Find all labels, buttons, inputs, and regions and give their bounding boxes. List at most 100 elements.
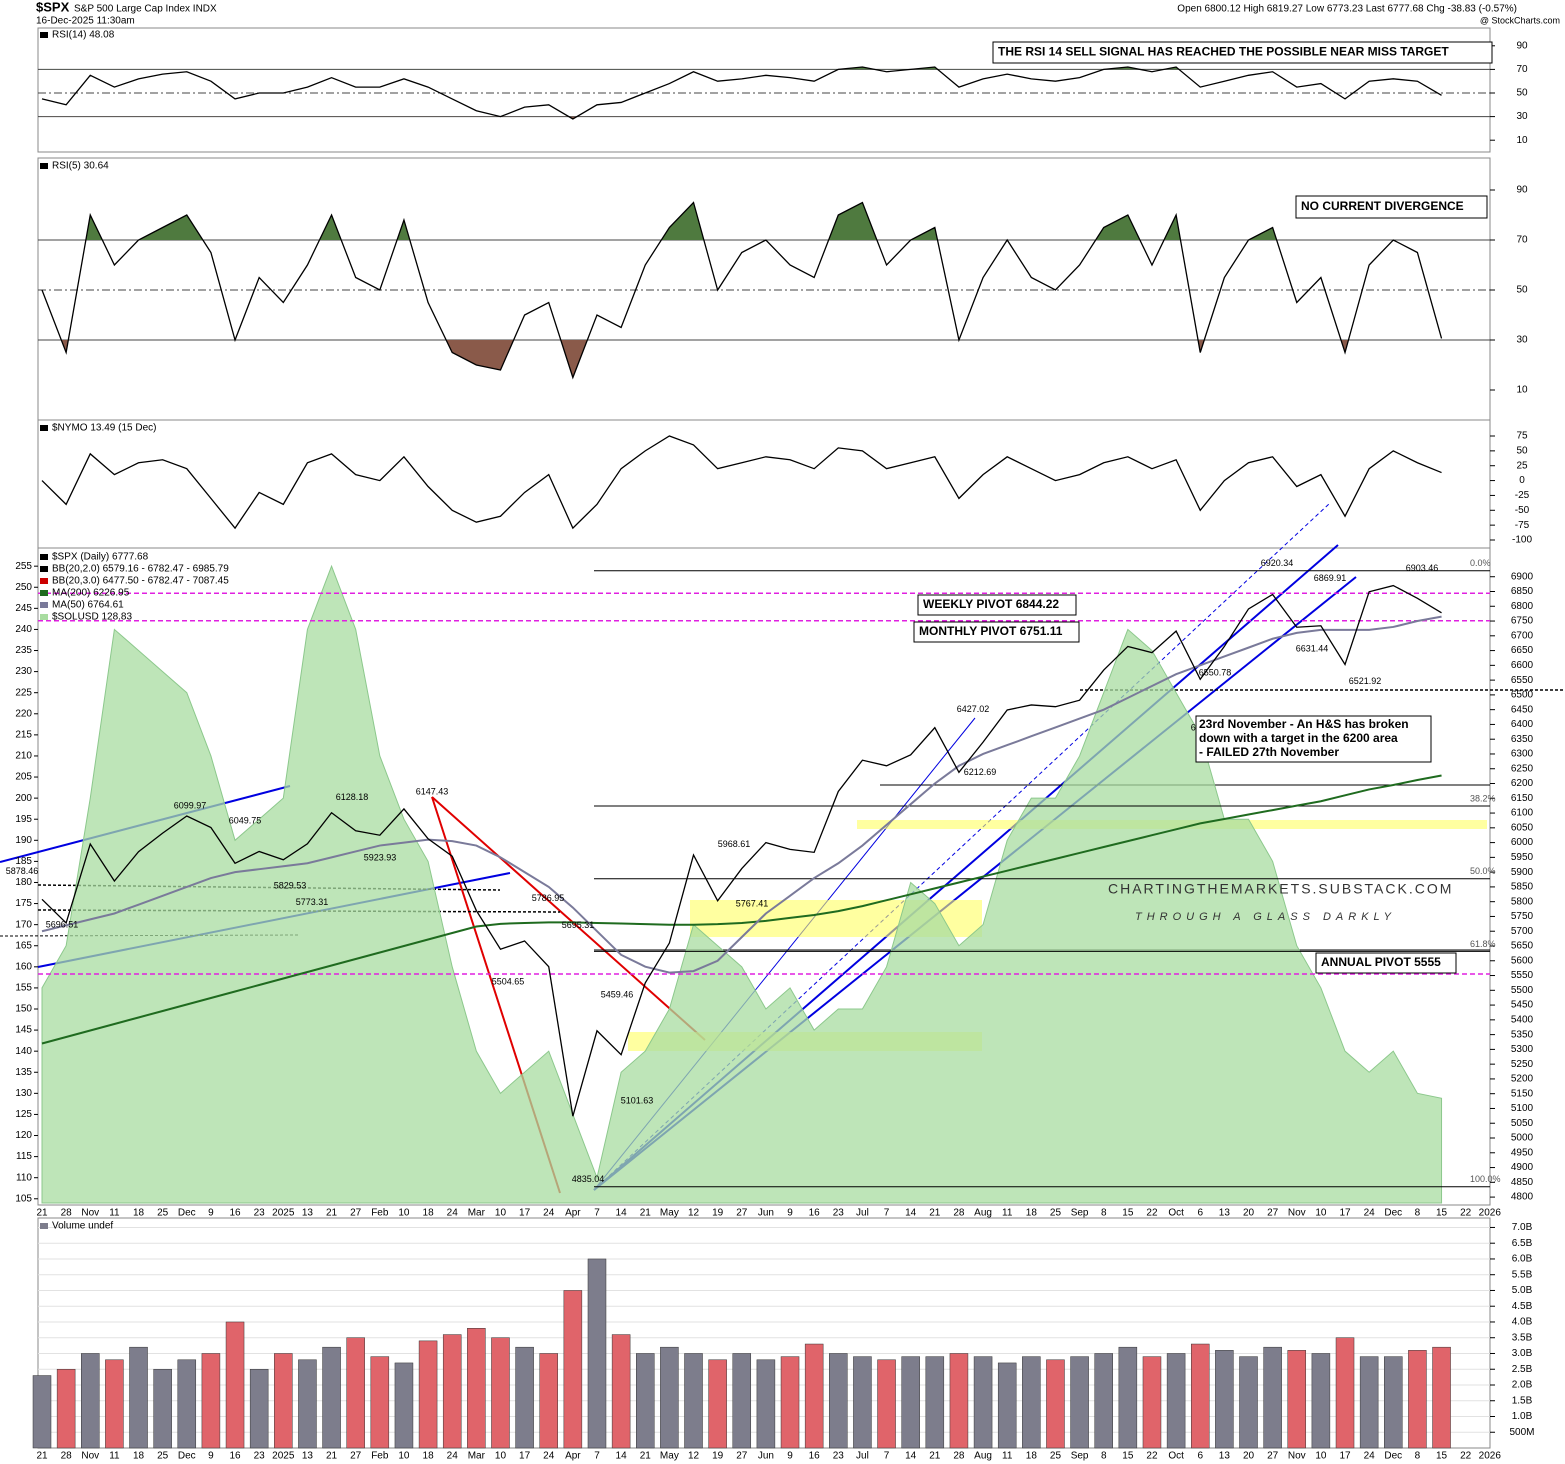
trend-drawing [431,796,706,1041]
x-tick-label: 9 [787,1208,793,1219]
x-tick-label: 21 [36,1451,48,1462]
y-tick-label: 6600 [1511,660,1534,671]
y-tick-label: 30 [1516,111,1528,122]
y-tick-label: 1.0B [1512,1411,1533,1422]
volume-bar [804,1343,824,1449]
y-tick-label: 6400 [1511,719,1534,730]
x-tick-label: Dec [178,1451,196,1462]
y2-tick-label: 170 [15,919,32,930]
volume-bar [177,1359,197,1449]
volume-bar [1287,1350,1307,1449]
x-tick-label: Feb [371,1208,389,1219]
x-tick-label: 12 [688,1451,700,1462]
price-label: 5786.95 [532,893,565,903]
price-label: 5773.31 [296,897,329,907]
x-tick-label: Aug [974,1208,992,1219]
x-tick-label: 11 [1002,1451,1013,1462]
y-tick-label: 50 [1516,285,1528,296]
x-tick-label: Nov [81,1208,99,1219]
x-tick-label: 27 [1267,1451,1279,1462]
x-tick-label: Dec [1384,1451,1402,1462]
note-box [1195,715,1432,763]
x-tick-label: Dec [1384,1208,1402,1219]
y2-tick-label: 205 [15,772,32,783]
x-tick-label: 15 [1122,1451,1134,1462]
x-tick-label: 10 [398,1451,410,1462]
y-tick-label: 6800 [1511,601,1534,612]
volume-bar [1263,1346,1282,1449]
y-tick-label: -75 [1515,520,1530,531]
x-tick-label: 13 [1219,1208,1231,1219]
fib-label: 100.0% [1470,1174,1501,1184]
x-tick-label: 22 [1460,1208,1472,1219]
x-tick-label: 27 [1267,1208,1279,1219]
y2-tick-label: 130 [15,1088,32,1099]
volume-bar [1335,1337,1355,1449]
volume-bar [346,1337,365,1449]
volume-bar [1384,1356,1403,1449]
y-tick-label: -100 [1512,535,1532,546]
y2-tick-label: 140 [15,1046,32,1057]
legend-label: $SPX (Daily) 6777.68 [52,552,149,563]
x-tick-label: 19 [712,1208,724,1219]
x-tick-label: 15 [1436,1451,1448,1462]
x-tick-label: 24 [447,1208,459,1219]
price-label: 6869.91 [1314,573,1347,583]
y2-tick-label: 160 [15,961,32,972]
x-tick-label: Nov [81,1451,99,1462]
fib-label: 38.2% [1470,793,1496,803]
volume-bar [442,1334,462,1449]
y-tick-label: 6050 [1511,822,1534,833]
price-label: 6521.92 [1349,676,1382,686]
y-tick-label: 5950 [1511,852,1534,863]
x-tick-label: 17 [1339,1451,1351,1462]
pivot-label: ANNUAL PIVOT 5555 [1321,955,1441,969]
watermark: CHARTINGTHEMARKETS.SUBSTACK.COM [1108,881,1453,897]
x-tick-label: Mar [468,1208,486,1219]
y-tick-label: 6500 [1511,690,1534,701]
price-label: 6128.18 [336,792,369,802]
y-tick-label: 6900 [1511,571,1534,582]
y2-tick-label: 105 [15,1193,32,1204]
x-tick-label: 22 [1146,1208,1158,1219]
price-label: 6920.34 [1261,558,1294,568]
y2-tick-label: 245 [15,603,32,614]
annotation: THE RSI 14 SELL SIGNAL HAS REACHED THE P… [998,45,1449,59]
y-tick-label: 25 [1516,460,1528,471]
x-tick-label: 14 [905,1208,917,1219]
x-tick-label: 10 [495,1208,507,1219]
y-tick-label: 70 [1516,64,1528,75]
y2-tick-label: 225 [15,687,32,698]
x-tick-label: 9 [208,1208,214,1219]
volume-bar [1166,1353,1186,1449]
price-label: 5459.46 [601,990,634,1000]
volume-bar [539,1353,558,1449]
x-tick-label: 2025 [272,1451,295,1462]
volume-bar [1070,1356,1089,1449]
y-tick-label: 5700 [1511,926,1534,937]
x-tick-label: Jul [856,1451,869,1462]
line [41,201,1443,380]
y-tick-label: 6450 [1511,704,1534,715]
y-tick-label: 7.0B [1512,1222,1533,1233]
volume-bar [997,1362,1017,1449]
y-tick-label: 90 [1516,40,1528,51]
volume-bar [322,1346,341,1449]
y-tick-label: 5.0B [1512,1285,1533,1296]
x-tick-label: 20 [1243,1208,1255,1219]
x-tick-label: 21 [640,1451,652,1462]
volume-bar [515,1346,534,1449]
y-tick-label: 6250 [1511,763,1534,774]
legend-label: Volume undef [52,1221,113,1232]
x-tick-label: 24 [1364,1208,1376,1219]
volume-bar [732,1353,752,1449]
price-label: 5968.61 [718,839,751,849]
volume-bar [756,1359,776,1449]
x-tick-label: Sep [1071,1451,1089,1462]
y-tick-label: 6150 [1511,793,1534,804]
y2-tick-label: 195 [15,814,32,825]
price-label: 6147.43 [416,786,449,796]
y-tick-label: 0 [1519,475,1525,486]
y-tick-label: -50 [1515,505,1530,516]
legend-label: MA(50) 6764.61 [52,600,124,611]
